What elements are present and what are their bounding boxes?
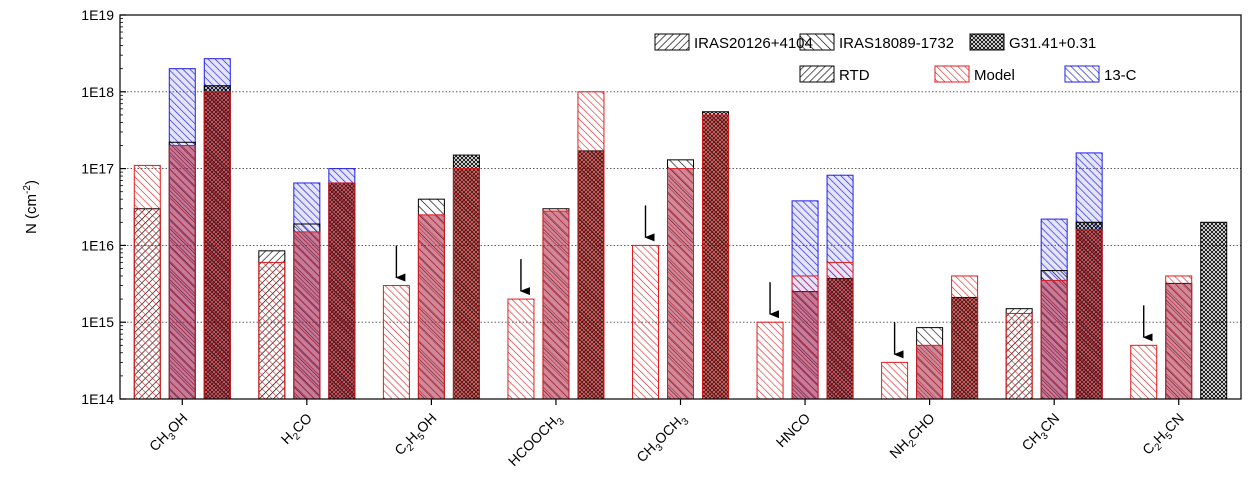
legend-swatch-model [934, 65, 970, 83]
bar-iras18089-overlap [542, 211, 569, 399]
category-label-part: HNCO [773, 410, 814, 451]
legend-label-model: Model [974, 67, 1015, 84]
category-label-part: CO [289, 410, 315, 436]
y-tick-label: 1E18 [81, 84, 114, 100]
y-tick-label: 1E15 [81, 314, 114, 330]
bar-g31-overlap [827, 278, 854, 399]
y-axis-label-sup: -2 [22, 185, 33, 194]
y-tick-label: 1E19 [81, 7, 114, 23]
y-tick-label: 1E17 [81, 161, 114, 177]
category-label-part: CN [1161, 410, 1187, 436]
bar-iras18089-overlap [667, 168, 694, 399]
bar-g31-overlap [951, 297, 978, 399]
legend-swatch-rtd [799, 65, 835, 83]
bar-iras20126-model [881, 361, 909, 400]
bar-g31-rtd [1200, 221, 1228, 400]
bar-g31-overlap [328, 182, 355, 399]
category-label: CH3CN [1018, 410, 1065, 457]
y-axis-label: N (cm-2) [22, 180, 40, 234]
bar-iras20126-model [382, 285, 410, 400]
bar-iras20126-model [756, 321, 784, 400]
y-axis-label-main: N (cm [23, 194, 40, 234]
legend: IRAS20126+4104 IRAS18089-1732 G31.41+0.31 R… [654, 33, 1137, 84]
category-label: HCOOCH3 [505, 409, 567, 471]
category-label: C2H5CN [1139, 410, 1190, 461]
bar-iras18089-overlap [418, 214, 445, 399]
category-label: NH2CHO [886, 410, 940, 464]
axes: 1E14 1E15 1E16 1E17 1E18 1E19 N (cm-2) CH3OH H2C… [22, 7, 1190, 471]
bar-iras18089-overlap [792, 291, 819, 399]
bar-iras20126-model [1005, 312, 1033, 400]
category-label: H2CO [278, 410, 318, 450]
bar-g31-overlap [577, 150, 604, 399]
bar-iras18089-overlap [1041, 280, 1068, 399]
legend-swatch-iras20126 [654, 33, 690, 51]
category-label-part: CN [1037, 410, 1063, 436]
legend-label-iras18089: IRAS18089-1732 [839, 35, 954, 52]
legend-swatch-13-c [1064, 65, 1100, 83]
y-axis-label-end: ) [23, 180, 40, 185]
category-label-part: OCH [651, 414, 684, 447]
category-label-part: OH [164, 410, 190, 436]
legend-label-g31: G31.41+0.31 [1009, 35, 1096, 52]
bar-iras18089-overlap [169, 145, 196, 399]
category-label: CH3OH [146, 410, 193, 457]
category-label: C2H5OH [391, 410, 442, 461]
legend-swatch-iras18089 [799, 33, 835, 51]
bar-iras20126-model [258, 261, 286, 400]
bar-iras18089-overlap [916, 345, 943, 399]
bar-g31-overlap [204, 91, 231, 400]
bar-g31-overlap [1076, 229, 1103, 399]
y-tick-label: 1E14 [81, 391, 114, 407]
category-label-part: CH [146, 429, 172, 455]
category-label-part: OH [413, 410, 439, 436]
legend-swatch-g31 [969, 33, 1005, 51]
bar-iras18089-overlap [293, 231, 320, 399]
bar-iras20126-model [1130, 344, 1158, 400]
legend-label-13-c: 13-C [1104, 67, 1137, 84]
category-label-part: HCOOCH [505, 414, 560, 469]
bar-iras20126-model [133, 164, 161, 400]
category-label: HNCO [773, 410, 814, 451]
category-label: CH3OCH3 [633, 409, 692, 468]
bar-iras18089-overlap [1165, 283, 1192, 399]
legend-label-iras20126: IRAS20126+4104 [694, 35, 813, 52]
upper-limit-arrows [395, 205, 1153, 359]
bars [133, 58, 1228, 400]
bar-g31-overlap [702, 114, 729, 400]
bar-iras20126-model [507, 298, 535, 400]
category-label-part: CHO [904, 410, 937, 443]
bar-iras20126-model [632, 244, 659, 400]
y-tick-label: 1E16 [81, 237, 114, 253]
category-label-part: CH [1018, 428, 1044, 454]
bar-g31-overlap [453, 168, 480, 399]
category-label-part: NH [886, 436, 912, 462]
legend-label-rtd: RTD [839, 67, 870, 84]
category-label-part: CH [633, 440, 659, 466]
